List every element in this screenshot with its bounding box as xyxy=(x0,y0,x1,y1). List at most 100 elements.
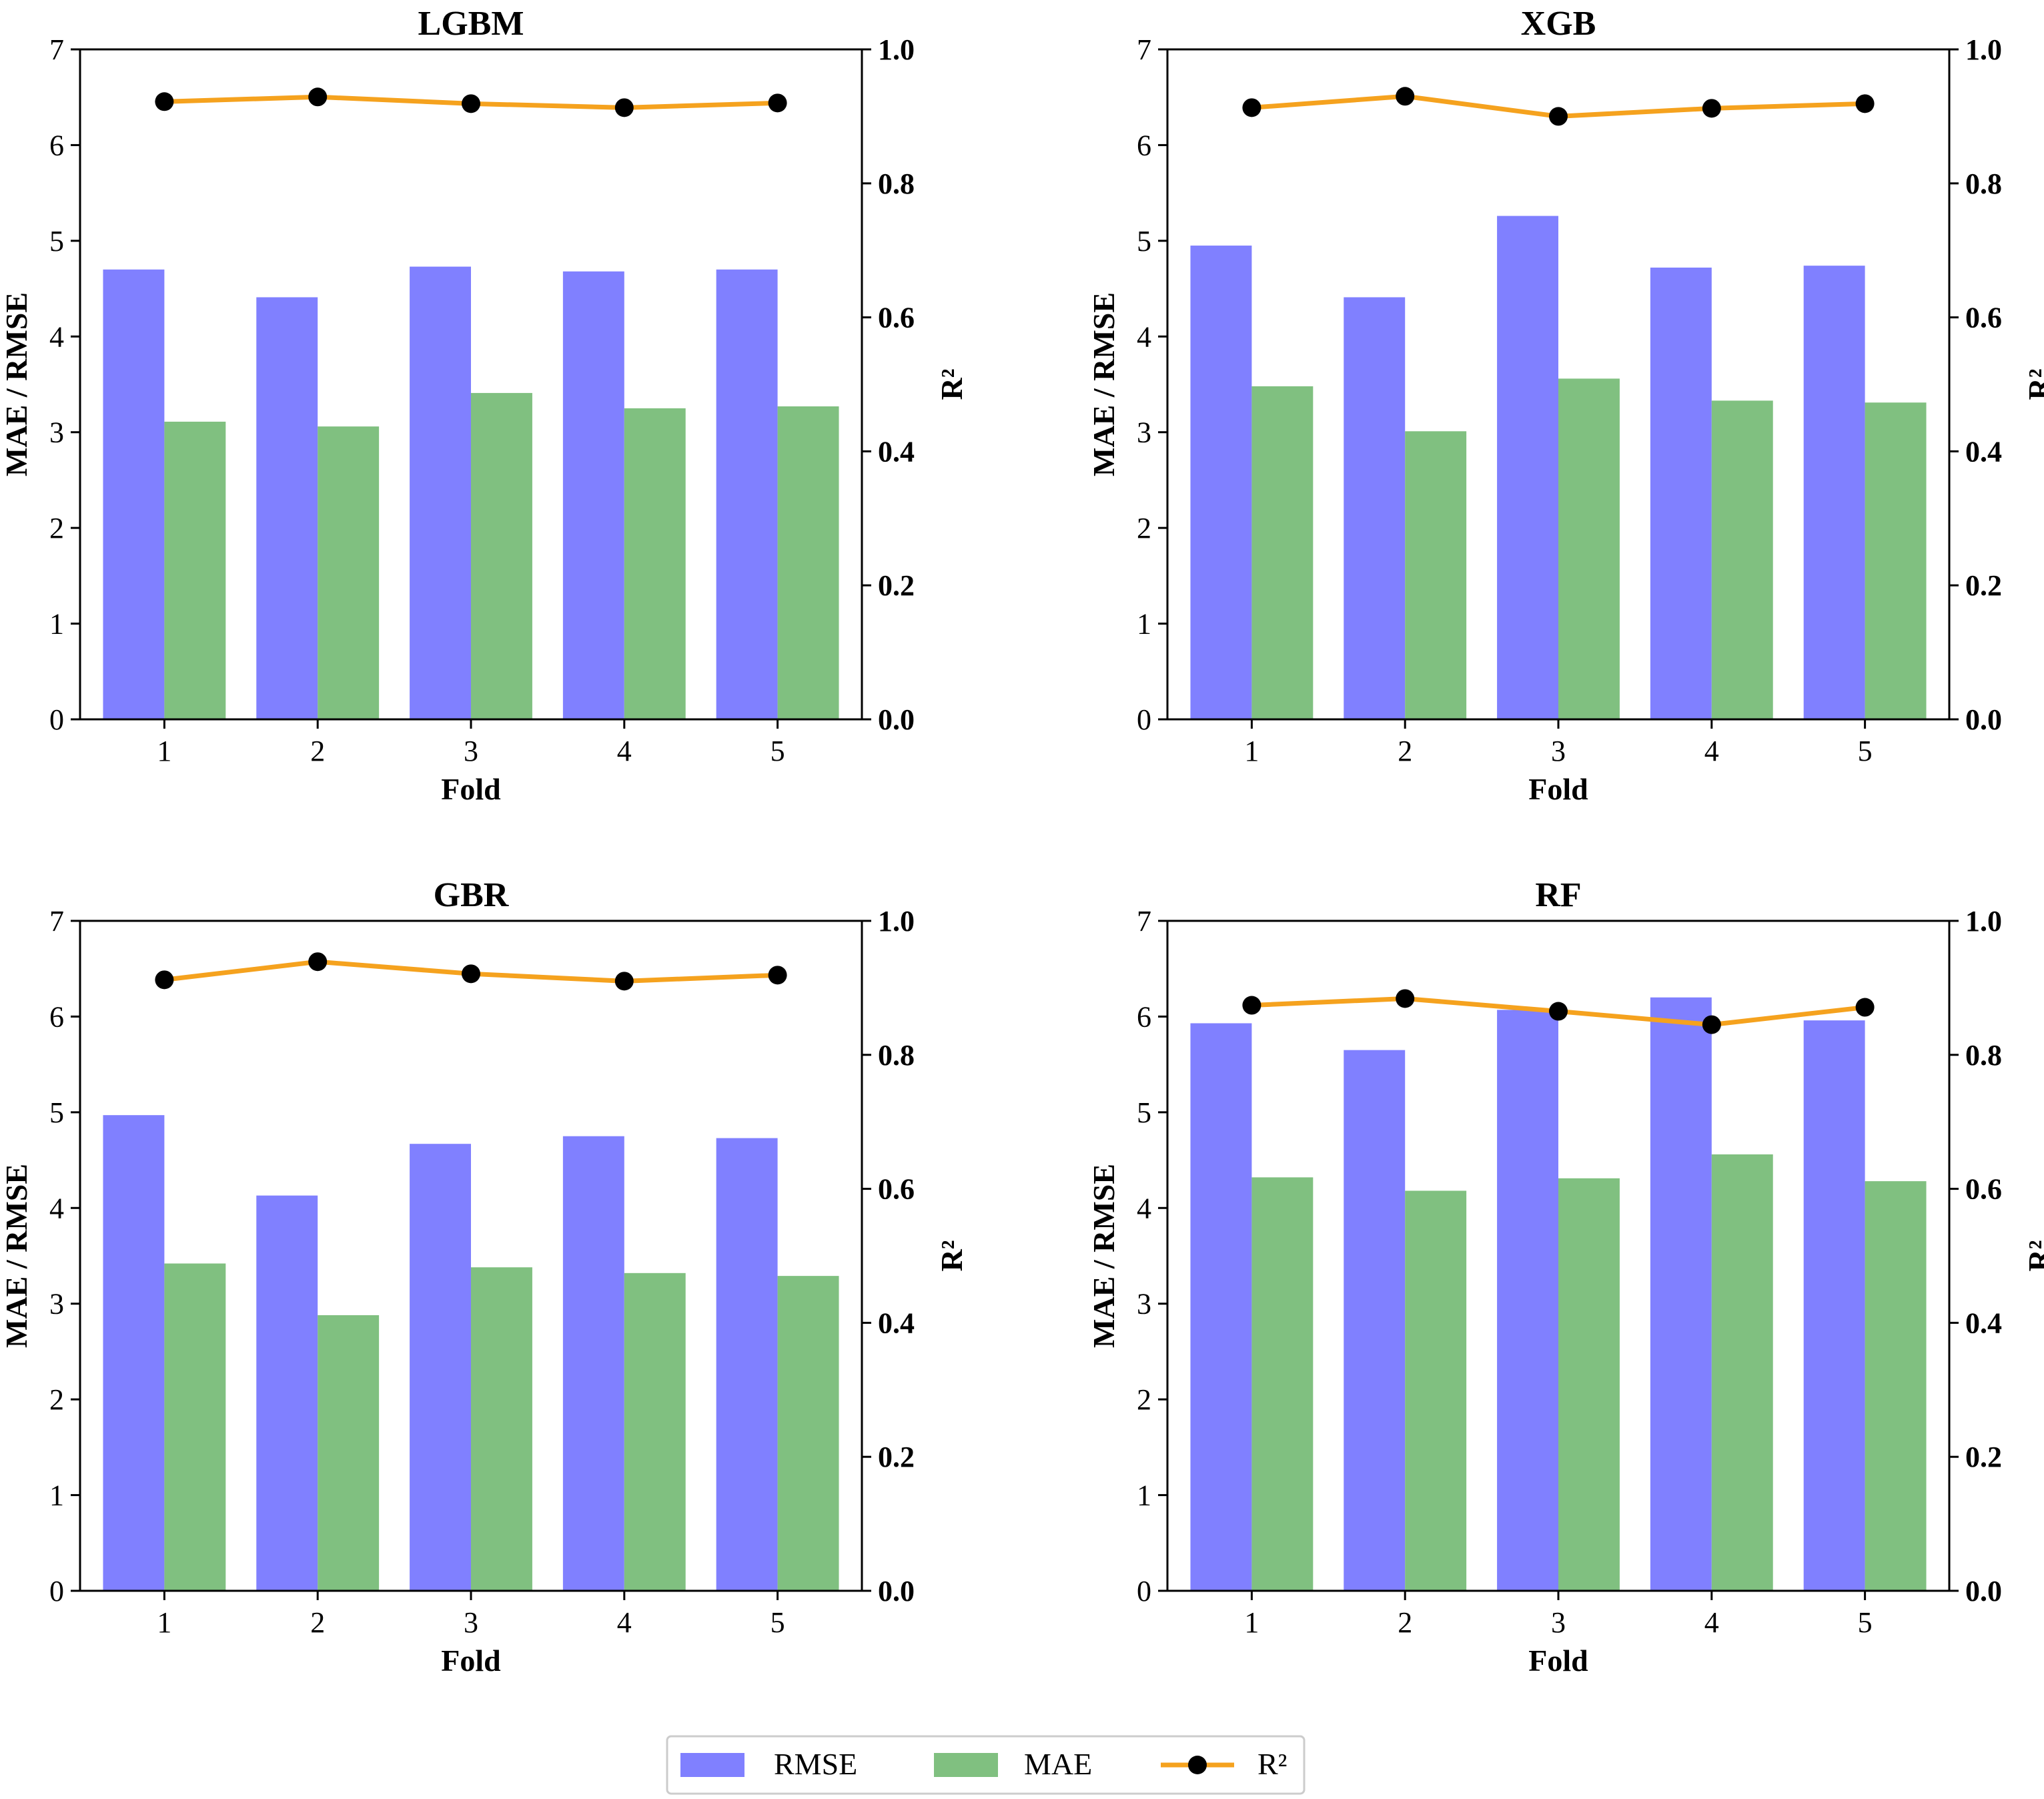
y2-tick-label: 0.0 xyxy=(878,1575,915,1607)
r2-marker xyxy=(1702,1015,1721,1034)
y-tick-label: 0 xyxy=(1137,1575,1151,1607)
x-tick-label: 3 xyxy=(1551,735,1566,767)
y-tick-label: 4 xyxy=(1137,1192,1151,1224)
x-axis-label: Fold xyxy=(1528,772,1588,806)
r2-marker xyxy=(308,87,328,107)
y-tick-label: 1 xyxy=(1137,1479,1151,1512)
rmse-bar xyxy=(716,1138,778,1591)
r2-marker xyxy=(1702,99,1721,118)
x-tick-label: 1 xyxy=(157,735,171,767)
y-tick-label: 1 xyxy=(1137,608,1151,641)
mae-bar xyxy=(1711,400,1773,719)
y2-tick-label: 0.6 xyxy=(1965,1173,2002,1206)
y-tick-label: 6 xyxy=(1137,129,1151,161)
r2-marker xyxy=(768,966,787,985)
mae-bar xyxy=(1405,1190,1467,1591)
x-tick-label: 1 xyxy=(157,1606,171,1639)
y-tick-label: 4 xyxy=(49,1192,64,1224)
y-tick-label: 0 xyxy=(49,1575,64,1607)
r2-marker xyxy=(462,964,480,984)
x-axis-label: Fold xyxy=(1528,1644,1588,1678)
legend-mae-label: MAE xyxy=(1024,1747,1092,1781)
chart-title: GBR xyxy=(434,876,510,914)
y2-tick-label: 0.2 xyxy=(878,569,915,602)
chart-panel-xgb: 0 1 2 3 4 5 6 7 0.0 0.2 0.4 0.6 0.8 1.0 1 2 3 4 5 XGB Fold MA… xyxy=(1087,5,2044,806)
legend-mae-swatch xyxy=(934,1753,998,1777)
r2-marker xyxy=(308,952,328,972)
y-tick-label: 3 xyxy=(1137,416,1151,449)
rmse-bar xyxy=(256,297,318,720)
x-tick-label: 2 xyxy=(310,1606,325,1639)
x-tick-label: 2 xyxy=(1398,735,1412,767)
y2-tick-label: 0.2 xyxy=(1965,1441,2002,1473)
y-tick-label: 7 xyxy=(49,33,64,66)
x-tick-label: 4 xyxy=(617,735,632,767)
y-tick-label: 6 xyxy=(49,129,64,161)
x-tick-label: 4 xyxy=(1704,735,1719,767)
mae-bar xyxy=(1558,1178,1620,1591)
r2-marker xyxy=(1242,98,1261,117)
mae-bar xyxy=(1865,1181,1927,1591)
y-tick-label: 2 xyxy=(1137,512,1151,545)
y2-tick-label: 0.2 xyxy=(1965,569,2002,602)
r2-marker xyxy=(1549,1002,1568,1021)
y-tick-label: 5 xyxy=(49,225,64,258)
legend-r2-marker xyxy=(1188,1756,1207,1774)
mae-bar xyxy=(1405,431,1467,719)
x-tick-label: 5 xyxy=(1858,1606,1873,1639)
mae-bar xyxy=(624,1273,686,1591)
mae-bar xyxy=(471,392,532,719)
y2-tick-label: 0.8 xyxy=(878,1039,915,1072)
y-tick-label: 1 xyxy=(49,1479,64,1512)
y2-tick-label: 0.0 xyxy=(878,703,915,736)
mae-bar xyxy=(1558,378,1620,719)
y-tick-label: 7 xyxy=(49,905,64,938)
y-tick-label: 5 xyxy=(1137,1096,1151,1129)
rmse-bar xyxy=(1190,246,1252,719)
r2-marker xyxy=(614,98,634,117)
rmse-bar xyxy=(716,269,778,719)
y-tick-label: 0 xyxy=(49,703,64,736)
mae-bar xyxy=(777,1276,839,1591)
y2-tick-label: 0.6 xyxy=(878,302,915,334)
r2-marker xyxy=(462,94,480,113)
y2-axis-label: R² xyxy=(2022,368,2044,400)
chart-panels: 0 1 2 3 4 5 6 7 0.0 0.2 0.4 0.6 0.8 1.0 1 2 3 4 5 LGBM Fold M… xyxy=(0,5,2044,1678)
y2-tick-label: 0.6 xyxy=(1965,302,2002,334)
y-tick-label: 3 xyxy=(49,1288,64,1321)
y2-tick-label: 0.8 xyxy=(1965,167,2002,200)
mae-bar xyxy=(1865,402,1927,719)
r2-marker xyxy=(155,92,174,111)
y-tick-label: 7 xyxy=(1137,905,1151,938)
y-tick-label: 3 xyxy=(49,416,64,449)
r2-marker xyxy=(155,970,174,990)
mae-bar xyxy=(318,1315,380,1591)
y2-tick-label: 0.0 xyxy=(1965,1575,2002,1607)
x-tick-label: 3 xyxy=(464,735,478,767)
chart-panel-lgbm: 0 1 2 3 4 5 6 7 0.0 0.2 0.4 0.6 0.8 1.0 1 2 3 4 5 LGBM Fold M… xyxy=(0,5,969,806)
rmse-bar xyxy=(1497,216,1558,720)
y2-tick-label: 0.4 xyxy=(1965,435,2002,468)
chart-panel-rf: 0 1 2 3 4 5 6 7 0.0 0.2 0.4 0.6 0.8 1.0 1 2 3 4 5 RF Fold MAE… xyxy=(1087,876,2044,1678)
y-axis-label: MAE / RMSE xyxy=(0,1164,33,1348)
y2-tick-label: 1.0 xyxy=(1965,905,2002,938)
y2-axis-label: R² xyxy=(935,1240,969,1271)
rmse-bar xyxy=(410,1144,471,1591)
r2-marker xyxy=(1396,989,1415,1008)
x-tick-label: 1 xyxy=(1244,735,1259,767)
y2-axis-label: R² xyxy=(935,368,969,400)
r2-marker xyxy=(1855,998,1875,1017)
r2-marker xyxy=(1242,996,1261,1015)
y2-tick-label: 0.8 xyxy=(1965,1039,2002,1072)
y-tick-label: 0 xyxy=(1137,703,1151,736)
r2-marker xyxy=(1549,107,1568,126)
mae-bar xyxy=(164,1263,226,1591)
y2-tick-label: 0.8 xyxy=(878,167,915,200)
x-axis-label: Fold xyxy=(441,1644,501,1678)
y-tick-label: 4 xyxy=(1137,320,1151,353)
y-tick-label: 5 xyxy=(1137,225,1151,258)
chart-title: XGB xyxy=(1521,5,1596,43)
rmse-bar xyxy=(562,271,624,719)
y-axis-label: MAE / RMSE xyxy=(0,292,33,476)
